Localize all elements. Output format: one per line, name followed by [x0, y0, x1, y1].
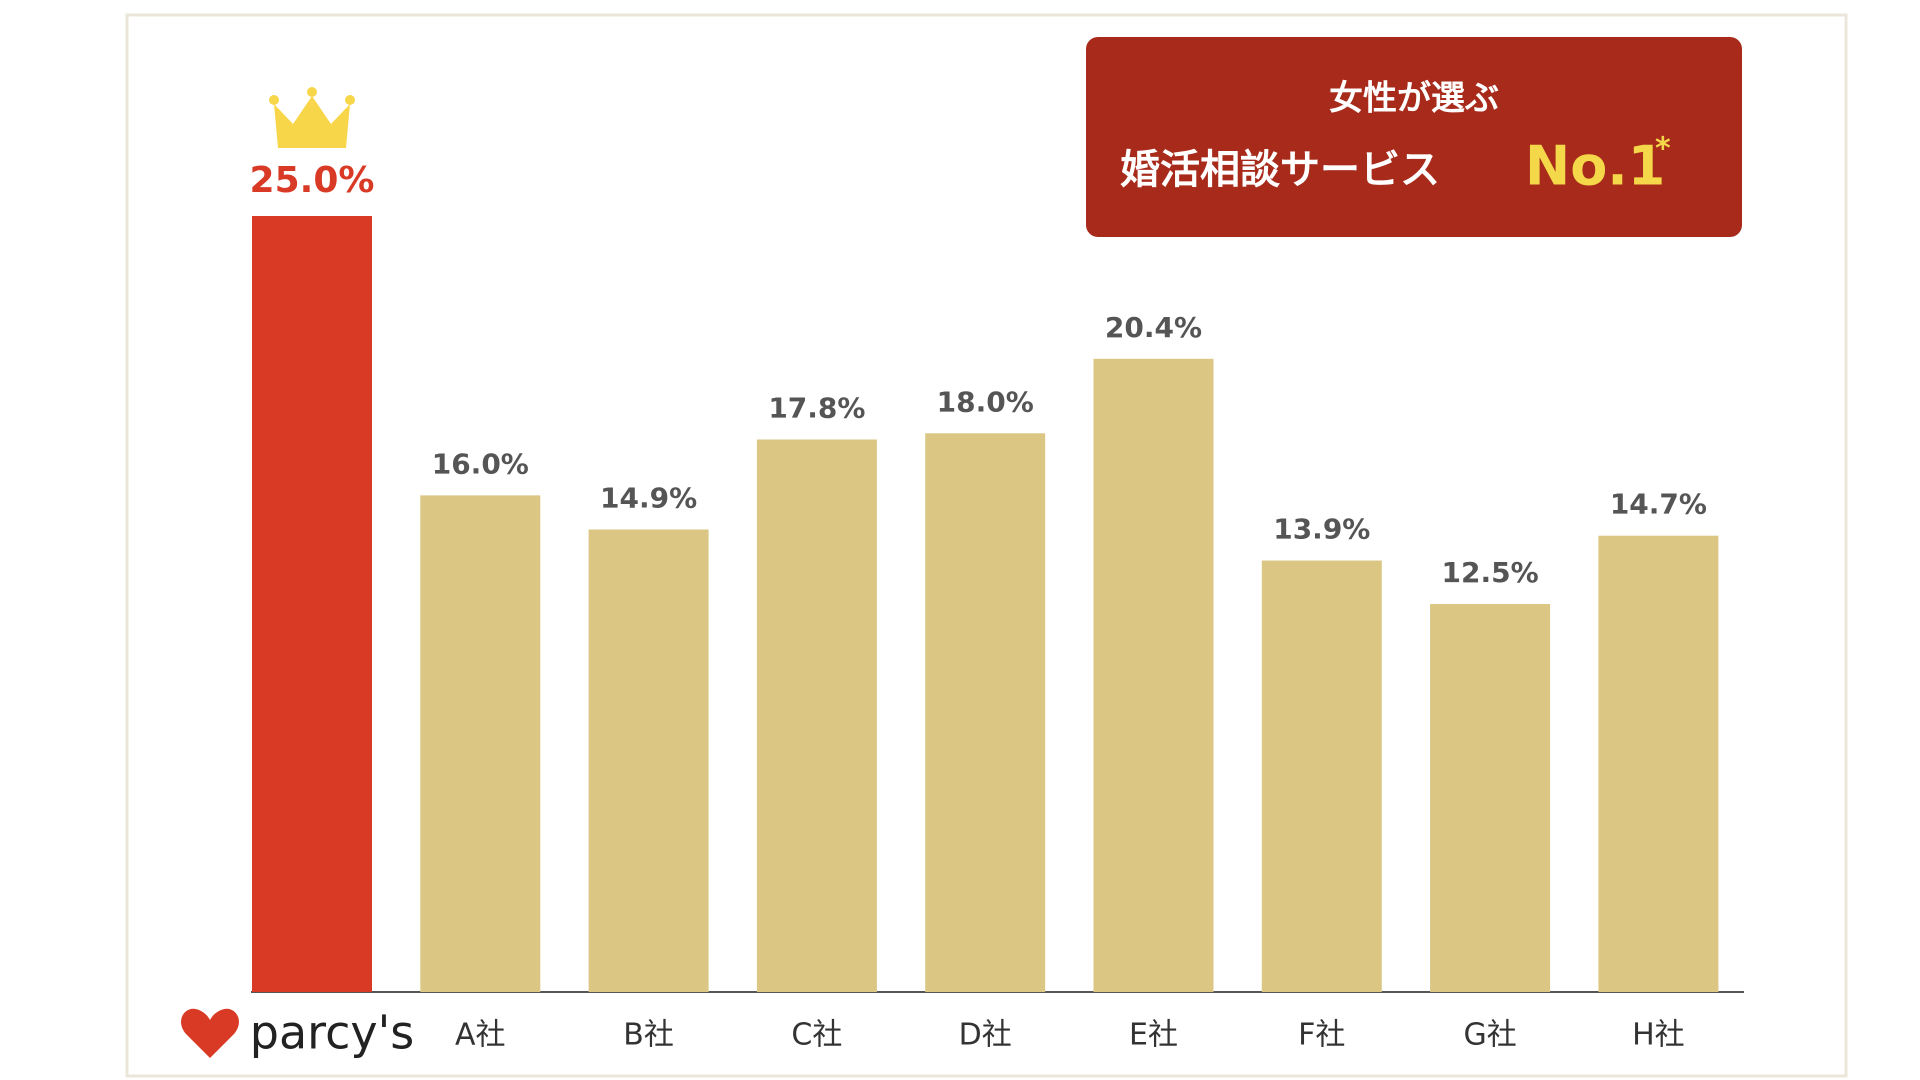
- value-label: 16.0%: [432, 447, 529, 480]
- x-tick-label: C社: [791, 1018, 842, 1053]
- value-label: 13.9%: [1273, 513, 1370, 546]
- logo-heart: [181, 1008, 239, 1058]
- badge-line1: 女性が選ぶ: [1329, 79, 1499, 119]
- crown-dot: [269, 95, 279, 105]
- crown-dot: [307, 87, 317, 97]
- bar: [1093, 358, 1214, 992]
- bar: [420, 495, 541, 992]
- crown: [274, 96, 350, 148]
- badge-highlight: No.1: [1525, 135, 1665, 198]
- logo-text: parcy's: [250, 1006, 414, 1060]
- value-label: 17.8%: [768, 391, 865, 424]
- bar: [252, 216, 372, 992]
- value-label: 25.0%: [250, 160, 375, 201]
- value-label: 18.0%: [937, 385, 1034, 418]
- badge: [1086, 37, 1742, 237]
- x-tick-label: D社: [959, 1018, 1012, 1053]
- bar: [588, 529, 709, 992]
- x-tick-label: A社: [455, 1018, 506, 1053]
- crown-dot: [345, 95, 355, 105]
- value-label: 14.9%: [600, 482, 697, 515]
- x-tick-label: H社: [1632, 1018, 1685, 1053]
- bar: [1261, 560, 1382, 992]
- value-label: 20.4%: [1105, 311, 1202, 344]
- value-label: 12.5%: [1442, 556, 1539, 589]
- bar: [1598, 535, 1719, 992]
- x-tick-label: F社: [1298, 1018, 1345, 1053]
- bar: [925, 433, 1046, 992]
- badge-line2: 婚活相談サービス: [1120, 147, 1440, 193]
- x-tick-label: G社: [1463, 1018, 1516, 1053]
- badge-mark: *: [1655, 132, 1671, 167]
- value-label: 14.7%: [1610, 488, 1707, 521]
- bar: [756, 439, 877, 992]
- x-tick-label: B社: [623, 1018, 674, 1053]
- bar: [1430, 604, 1551, 992]
- x-tick-label: E社: [1129, 1018, 1178, 1053]
